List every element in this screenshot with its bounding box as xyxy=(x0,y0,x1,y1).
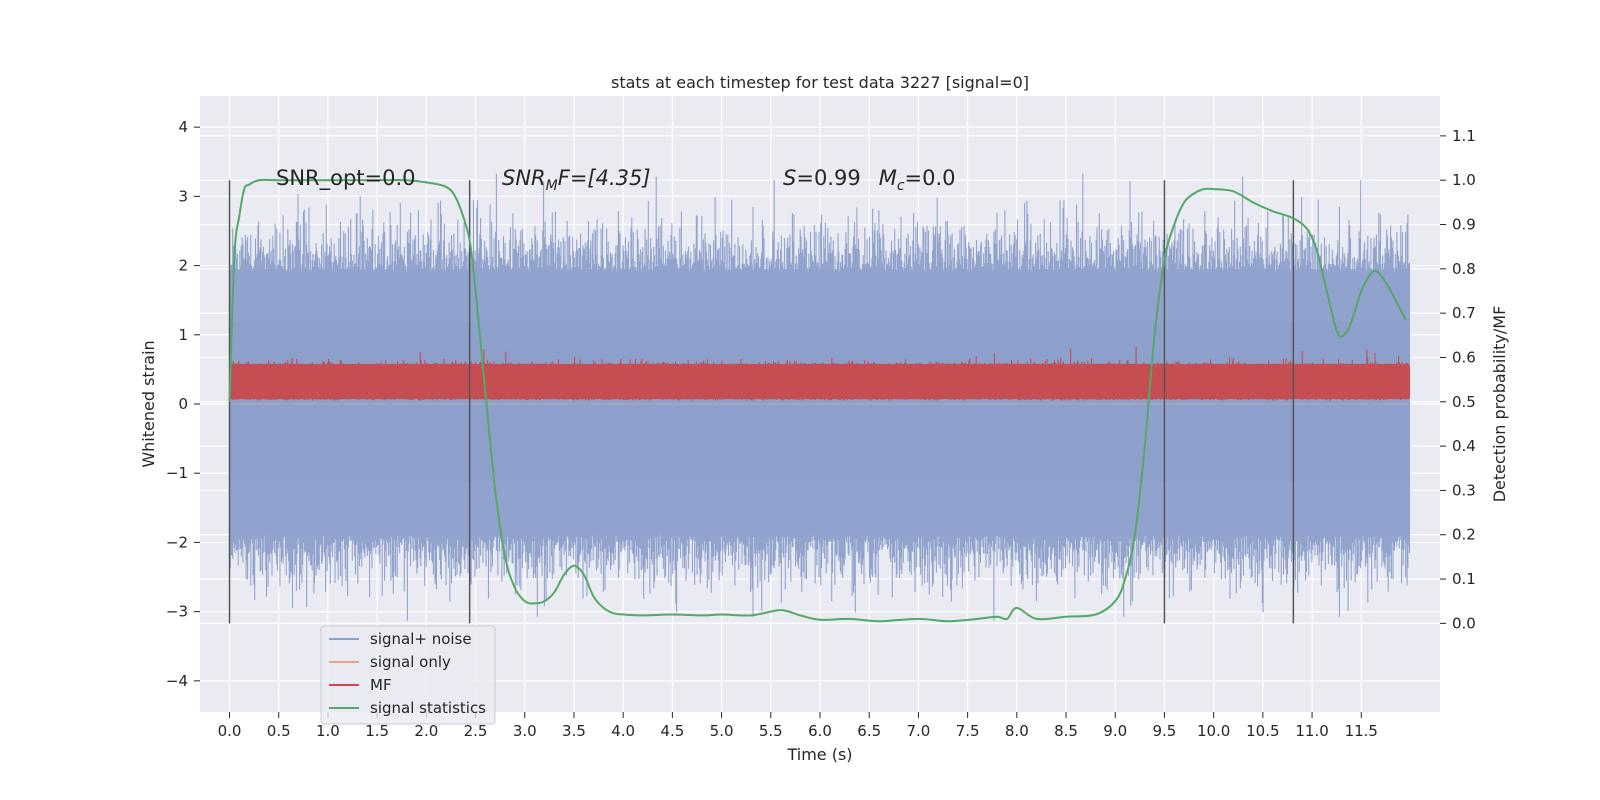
y-right-tick-label-1: 1.0 xyxy=(1452,171,1476,189)
annotation-snr-mf-sub: M xyxy=(546,178,558,194)
y-left-tick-label-8: −4 xyxy=(166,672,188,690)
signal-statistics-line xyxy=(228,178,1407,623)
x-tick-label-23: 11.5 xyxy=(1345,722,1378,740)
x-tick-label-18: 9.0 xyxy=(1103,722,1127,740)
annotation-snr-opt: SNR_opt=0.0 xyxy=(276,166,416,191)
legend-label-signal-noise: signal+ noise xyxy=(370,630,472,648)
x-tick-label-22: 11.0 xyxy=(1295,722,1328,740)
x-tick-label-19: 9.5 xyxy=(1153,722,1177,740)
mf-series xyxy=(228,347,1411,401)
y-left-tick-label-6: −2 xyxy=(166,533,188,551)
x-tick-label-17: 8.5 xyxy=(1054,722,1078,740)
x-tick-label-1: 0.5 xyxy=(267,722,291,740)
signal-noise-series xyxy=(228,173,1411,621)
legend: signal+ noise signal only MF signal stat… xyxy=(320,625,496,725)
x-tick-label-21: 10.5 xyxy=(1246,722,1279,740)
annotation-snr-mf-rest-f: F=[4.35] xyxy=(558,166,651,190)
x-tick-label-6: 3.0 xyxy=(513,722,537,740)
y-right-tick-label-11: 0.0 xyxy=(1452,614,1476,632)
x-tick-label-0: 0.0 xyxy=(218,722,242,740)
x-tick-label-9: 4.5 xyxy=(660,722,684,740)
y-right-tick-label-2: 0.9 xyxy=(1452,216,1476,234)
y-right-axis-label: Detection probability/MF xyxy=(1490,306,1509,503)
x-ticks: 0.0 0.5 1.0 1.5 2.0 2.5 3.0 3.5 4.0 4.5 5.0 5.5 6.0 6… xyxy=(218,712,1378,740)
chart-title: stats at each timestep for test data 322… xyxy=(611,73,1029,92)
annotation-snr-mf: SNRMF=[4.35] xyxy=(502,166,651,194)
y-right-tick-label-8: 0.3 xyxy=(1452,481,1476,499)
legend-label-signal-only: signal only xyxy=(370,653,451,671)
x-tick-label-3: 1.5 xyxy=(365,722,389,740)
legend-label-mf: MF xyxy=(370,676,392,694)
y-right-tick-label-0: 1.1 xyxy=(1452,127,1476,145)
x-tick-label-7: 3.5 xyxy=(562,722,586,740)
y-left-tick-label-0: 4 xyxy=(178,118,188,136)
y-right-tick-label-9: 0.2 xyxy=(1452,526,1476,544)
y-left-tick-label-2: 2 xyxy=(178,257,188,275)
x-tick-label-15: 7.5 xyxy=(956,722,980,740)
y-right-ticks: 1.1 1.0 0.9 0.8 0.7 0.6 0.5 0.4 0.3 0.2 0.1 0.0 xyxy=(1440,127,1476,632)
annotation-mc-value: =0.0 xyxy=(905,166,956,190)
annotation-s-label: S xyxy=(783,166,796,190)
x-tick-label-13: 6.5 xyxy=(857,722,881,740)
y-left-ticks: 4 3 2 1 0 −1 −2 −3 −4 xyxy=(166,118,200,690)
y-right-tick-label-5: 0.6 xyxy=(1452,348,1476,366)
y-left-tick-label-1: 3 xyxy=(178,187,188,205)
x-tick-label-5: 2.5 xyxy=(464,722,488,740)
x-tick-label-10: 5.0 xyxy=(710,722,734,740)
x-tick-label-20: 10.0 xyxy=(1197,722,1230,740)
x-tick-label-8: 4.0 xyxy=(611,722,635,740)
x-tick-label-12: 6.0 xyxy=(808,722,832,740)
y-right-tick-label-7: 0.4 xyxy=(1452,437,1476,455)
y-left-axis-label: Whitened strain xyxy=(139,340,158,467)
y-left-tick-label-5: −1 xyxy=(166,464,188,482)
signal-statistics-series xyxy=(228,178,1407,623)
y-left-tick-label-4: 0 xyxy=(178,395,188,413)
x-tick-label-2: 1.0 xyxy=(316,722,340,740)
annotation-s-value: =0.99 xyxy=(796,166,860,190)
x-tick-label-11: 5.5 xyxy=(759,722,783,740)
y-right-tick-label-4: 0.7 xyxy=(1452,304,1476,322)
annotation-s-mc: S=0.99 Mc=0.0 xyxy=(783,166,956,194)
x-tick-label-4: 2.0 xyxy=(414,722,438,740)
x-tick-label-14: 7.0 xyxy=(906,722,930,740)
x-tick-label-16: 8.0 xyxy=(1005,722,1029,740)
annotation-mc-sub: c xyxy=(897,178,905,194)
y-right-tick-label-10: 0.1 xyxy=(1452,570,1476,588)
annotation-mc-label: M xyxy=(879,166,897,190)
y-right-tick-label-6: 0.5 xyxy=(1452,393,1476,411)
annotation-snr-mf-base: SNR xyxy=(502,166,546,190)
y-left-tick-label-3: 1 xyxy=(178,326,188,344)
y-right-tick-label-3: 0.8 xyxy=(1452,260,1476,278)
y-left-tick-label-7: −3 xyxy=(166,603,188,621)
legend-label-signal-statistics: signal statistics xyxy=(370,699,486,717)
legend-box xyxy=(320,625,496,725)
x-axis-label: Time (s) xyxy=(786,745,852,764)
